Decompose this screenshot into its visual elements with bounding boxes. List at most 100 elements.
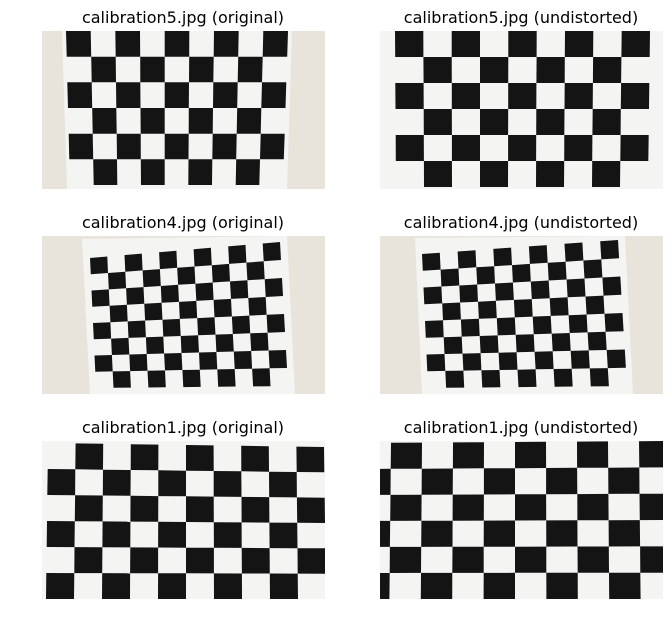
checker-square — [159, 250, 178, 270]
image-calibration1-original — [42, 441, 325, 599]
checker-square — [108, 271, 127, 290]
checker-square — [231, 315, 251, 334]
image-calibration4-original — [42, 236, 325, 394]
checker-square — [116, 82, 141, 108]
checker-square — [92, 108, 117, 134]
checker-square — [46, 521, 75, 548]
checker-square — [93, 322, 112, 340]
checker-square — [241, 547, 270, 574]
checker-square — [451, 31, 480, 57]
checker-square — [452, 546, 484, 573]
checker-square — [445, 370, 465, 388]
checker-square — [90, 256, 108, 275]
checker-square — [536, 109, 565, 135]
checker-square — [264, 278, 283, 297]
checker-square — [496, 317, 516, 336]
checker-square — [480, 161, 509, 187]
checker-square — [513, 299, 533, 318]
checker-square — [583, 259, 603, 279]
checker-square — [158, 521, 186, 548]
checker-square — [452, 442, 484, 469]
checker-square — [620, 135, 649, 161]
checker-square — [546, 520, 578, 547]
checker-square — [495, 282, 514, 301]
panel-title-2: calibration5.jpg (undistorted) — [403, 8, 639, 27]
checker-square — [577, 493, 609, 521]
checker-square — [422, 252, 441, 271]
checker-square — [296, 446, 325, 473]
checker-square — [457, 250, 477, 269]
checker-square — [68, 133, 94, 160]
checker-square — [260, 133, 285, 160]
checker-square — [620, 83, 650, 109]
checker-square — [508, 83, 537, 109]
checker-square — [147, 370, 166, 388]
checker-square — [564, 135, 593, 161]
checker-square — [640, 546, 663, 573]
checker-square — [395, 83, 424, 109]
checker-square — [440, 268, 460, 287]
checker-square — [186, 496, 214, 523]
checker-square — [102, 573, 131, 599]
checker-square — [217, 369, 236, 387]
checker-square — [606, 349, 626, 369]
checker-square — [530, 280, 550, 300]
checker-square — [452, 494, 484, 521]
checker-square — [230, 280, 249, 299]
checker-square — [608, 520, 641, 547]
checker-square — [116, 133, 141, 160]
checker-square — [115, 31, 141, 57]
checker-square — [564, 242, 584, 262]
checker-square — [478, 300, 497, 319]
checker-square — [140, 56, 165, 83]
checker-square — [94, 355, 113, 372]
checker-square — [483, 468, 515, 495]
checker-square — [140, 108, 165, 134]
checker-square — [127, 320, 146, 338]
checker-square — [180, 335, 199, 353]
checker-square — [213, 298, 232, 318]
checker-square — [483, 572, 515, 599]
checker-square — [564, 31, 594, 57]
checker-square — [498, 352, 518, 370]
checkerboard-picture — [380, 236, 663, 394]
checker-square — [130, 547, 159, 574]
checker-square — [237, 56, 263, 83]
checker-square — [512, 263, 531, 283]
checker-square — [442, 302, 461, 321]
checker-square — [140, 159, 165, 185]
checker-square — [481, 370, 501, 388]
panel-title-1: calibration5.jpg (original) — [81, 8, 285, 27]
checker-square — [426, 354, 446, 372]
checker-square — [144, 302, 163, 321]
checker-square — [246, 261, 265, 281]
checker-square — [515, 334, 535, 353]
checker-square — [480, 57, 509, 83]
checker-square — [228, 244, 247, 264]
checker-square — [93, 159, 118, 185]
checker-square — [585, 295, 605, 315]
checker-square — [508, 135, 537, 161]
checker-square — [129, 354, 148, 372]
checker-square — [235, 159, 260, 185]
checkerboard-picture — [42, 236, 325, 394]
checker-square — [443, 336, 463, 354]
checker-square — [91, 56, 116, 83]
checker-square — [592, 57, 622, 83]
checker-square — [252, 368, 271, 387]
checker-square — [609, 572, 641, 599]
checker-square — [213, 471, 242, 497]
checker-square — [213, 31, 239, 57]
checker-square — [233, 351, 253, 369]
checkerboard-picture — [380, 441, 663, 599]
checker-square — [547, 261, 567, 281]
checker-square — [421, 468, 453, 495]
checker-square — [269, 471, 297, 498]
checker-square — [483, 520, 515, 547]
checker-square — [142, 269, 161, 288]
checker-square — [130, 495, 159, 522]
checker-square — [261, 82, 287, 108]
checker-square — [195, 282, 214, 301]
checker-square — [213, 522, 242, 548]
checker-square — [639, 493, 663, 521]
